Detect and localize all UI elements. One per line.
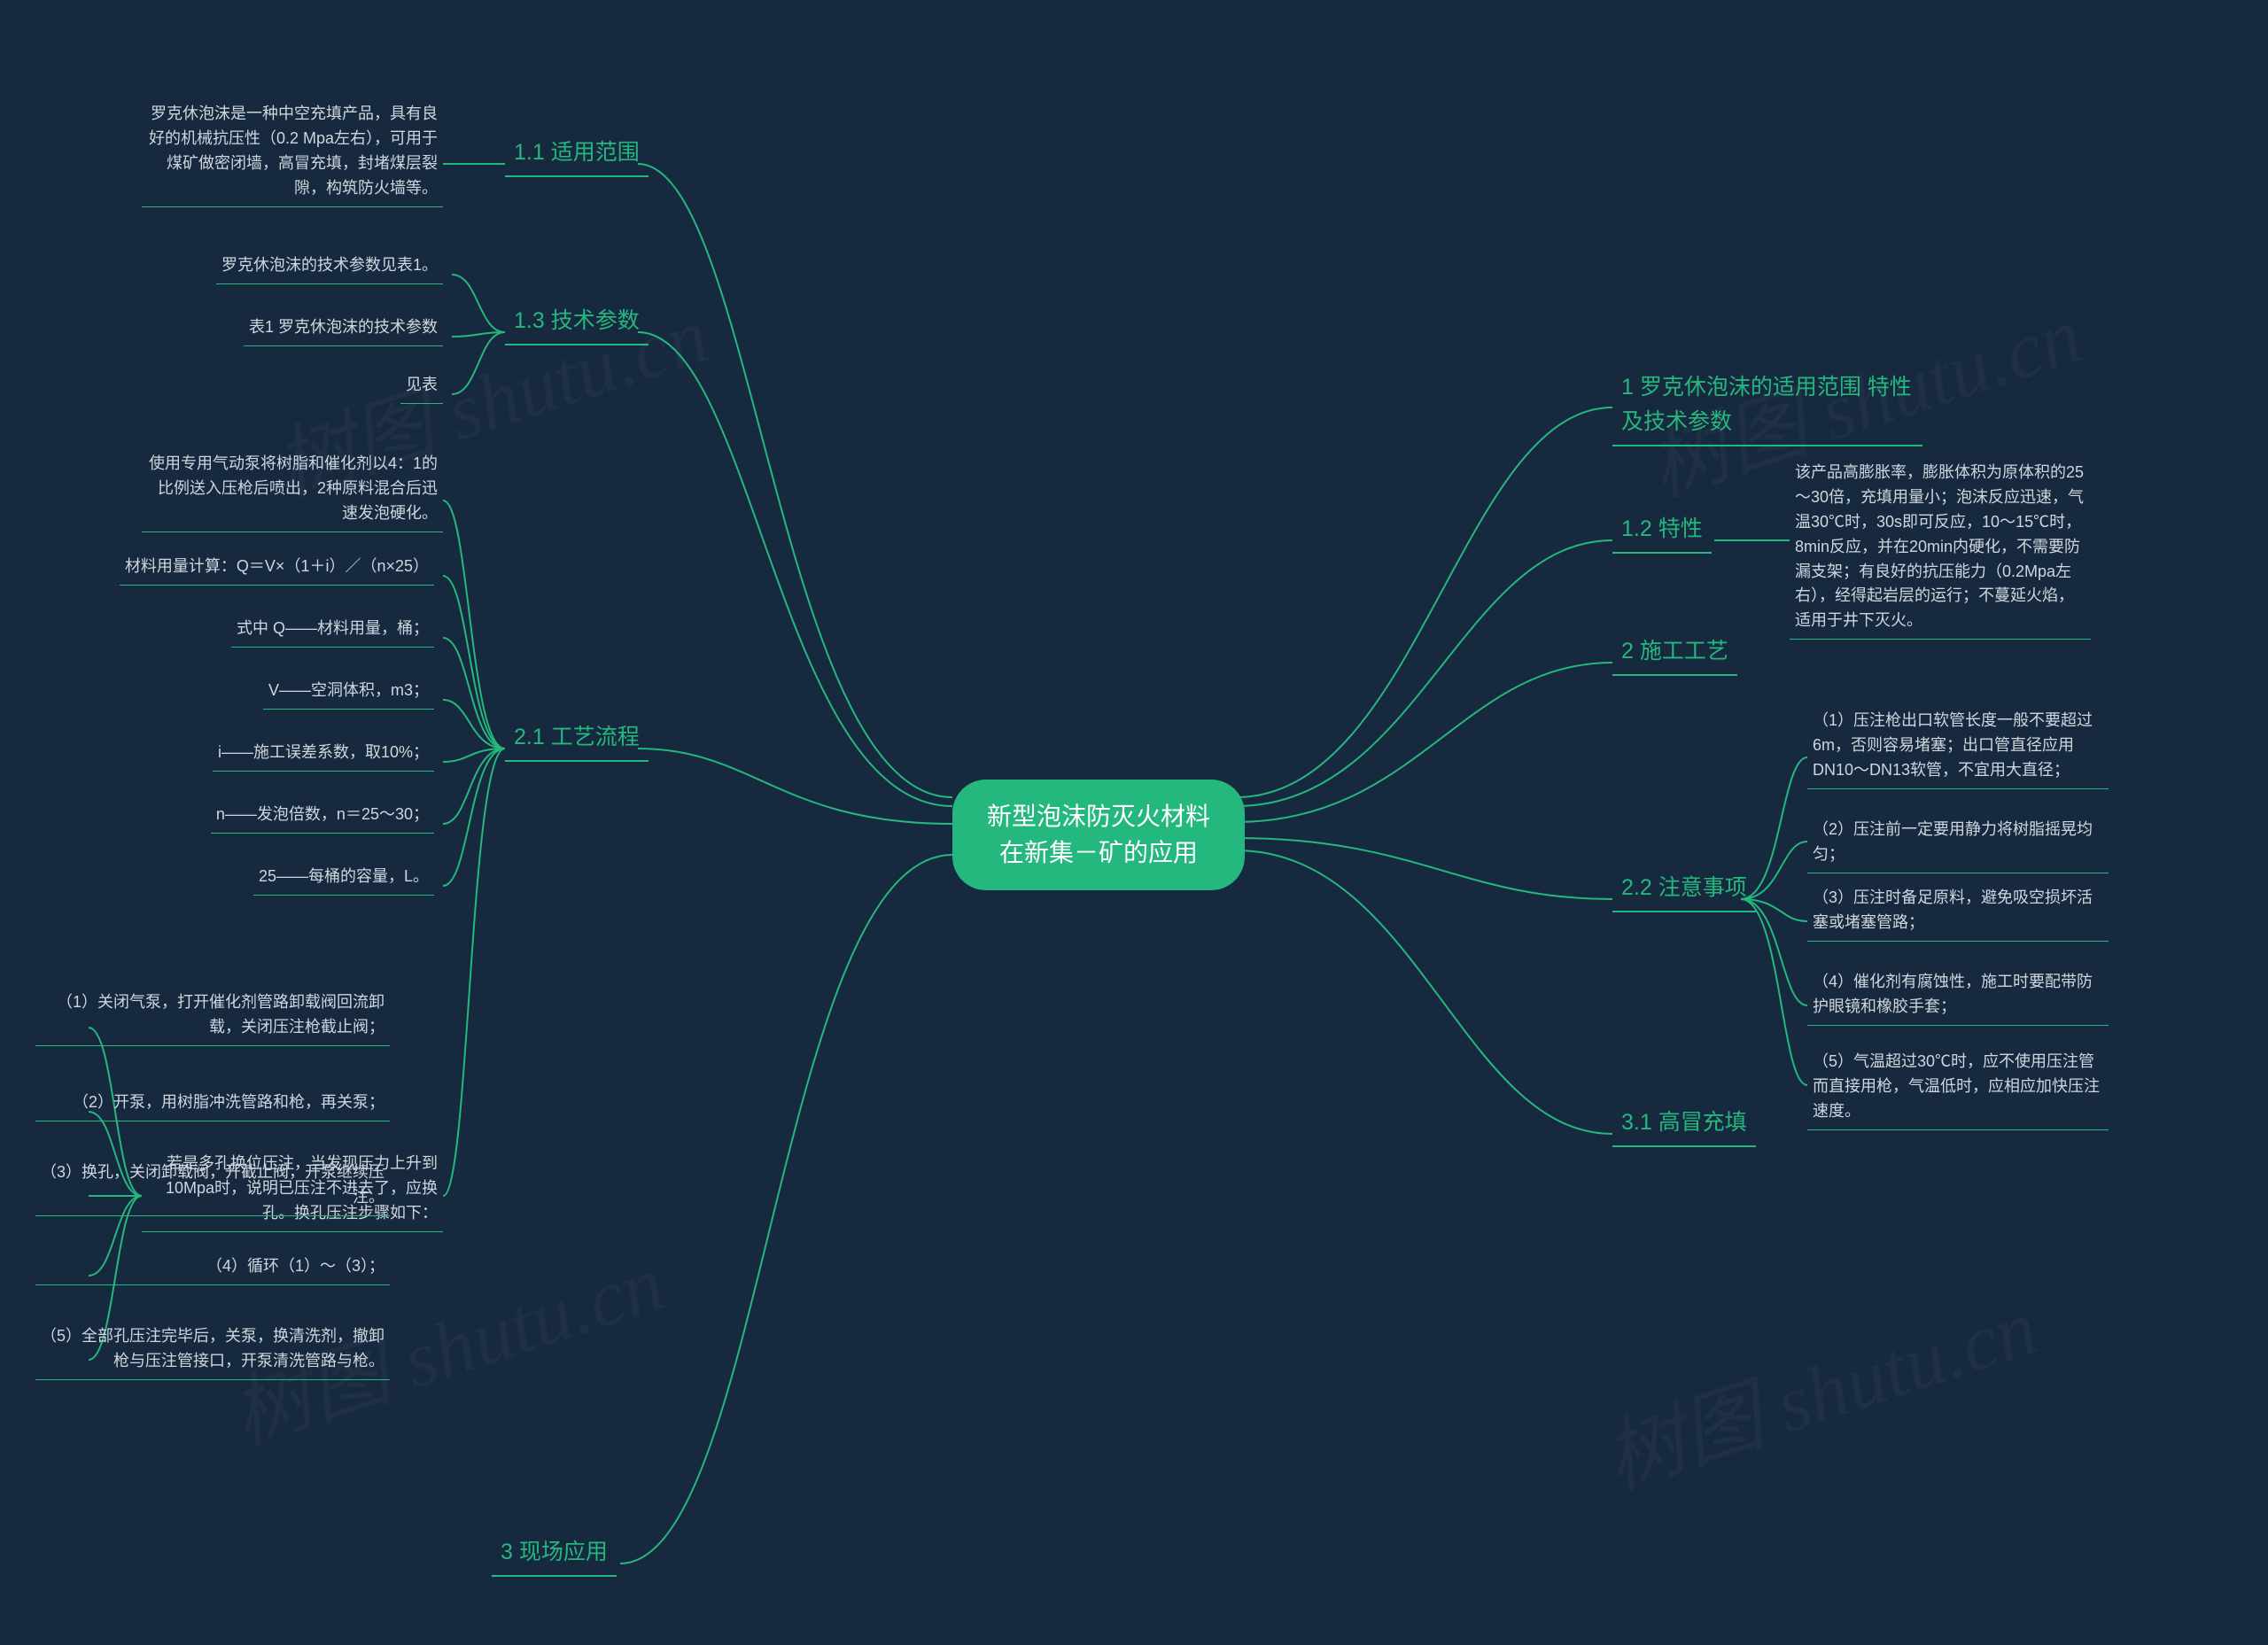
leaf-l11-1[interactable]: 罗克休泡沫是一种中空充填产品，具有良好的机械抗压性（0.2 Mpa左右），可用于… [142,102,443,207]
leaf-r22-2[interactable]: （2）压注前一定要用静力将树脂摇晃均匀； [1807,818,2109,873]
leaf-l21-1[interactable]: 使用专用气动泵将树脂和催化剂以4：1的比例送入压枪后喷出，2种原料混合后迅速发泡… [142,452,443,532]
mindmap-canvas: 树图 shutu.cn 树图 shutu.cn 树图 shutu.cn 树图 s… [0,0,2268,1645]
watermark: 树图 shutu.cn [1588,1262,2048,1510]
leaf-l21-2[interactable]: 材料用量计算：Q＝V×（1＋i）／（n×25） [120,555,434,586]
leaf-l13-1[interactable]: 罗克休泡沫的技术参数见表1。 [216,253,443,284]
leaf-r22-4[interactable]: （4）催化剂有腐蚀性，施工时要配带防护眼镜和橡胶手套； [1807,970,2109,1026]
branch-r1[interactable]: 1 罗克休泡沫的适用范围 特性及技术参数 [1612,370,1922,446]
leaf-r22-5[interactable]: （5）气温超过30℃时，应不使用压注管而直接用枪，气温低时，应相应加快压注速度。 [1807,1050,2109,1130]
leaf-l21-s5[interactable]: （5）全部孔压注完毕后，关泵，换清洗剂，撤卸枪与压注管接口，开泵清洗管路与枪。 [35,1324,390,1380]
branch-l11[interactable]: 1.1 适用范围 [505,136,649,177]
leaf-l21-5[interactable]: i——施工误差系数，取10%； [213,741,434,772]
branch-r31[interactable]: 3.1 高冒充填 [1612,1106,1756,1147]
leaf-l21-s2[interactable]: （2）开泵，用树脂冲洗管路和枪，再关泵； [35,1090,390,1121]
leaf-r12-1[interactable]: 该产品高膨胀率，膨胀体积为原体积的25～30倍，充填用量小；泡沫反应迅速，气温3… [1790,461,2091,640]
leaf-l13-3[interactable]: 见表 [400,373,443,404]
leaf-l21-s4[interactable]: （4）循环（1）～（3）； [35,1254,390,1285]
leaf-l21-6[interactable]: n——发泡倍数，n＝25～30； [211,803,434,834]
leaf-l21-7[interactable]: 25——每桶的容量，L。 [253,865,434,896]
branch-l3[interactable]: 3 现场应用 [492,1535,617,1577]
branch-r22[interactable]: 2.2 注意事项 [1612,871,1756,912]
center-node[interactable]: 新型泡沫防灭火材料在新集－矿的应用 [952,780,1245,890]
branch-r2[interactable]: 2 施工工艺 [1612,634,1737,676]
leaf-l21-s3[interactable]: （3）换孔，关闭卸载阀，开截止阀，开泵继续压注。 [35,1160,390,1216]
leaf-r22-1[interactable]: （1）压注枪出口软管长度一般不要超过6m，否则容易堵塞；出口管直径应用 DN10… [1807,709,2109,789]
branch-r12[interactable]: 1.2 特性 [1612,512,1712,554]
leaf-l21-s1[interactable]: （1）关闭气泵，打开催化剂管路卸载阀回流卸载，关闭压注枪截止阀； [35,990,390,1046]
leaf-l21-3[interactable]: 式中 Q——材料用量，桶； [231,617,434,648]
branch-l13[interactable]: 1.3 技术参数 [505,304,649,345]
leaf-l13-2[interactable]: 表1 罗克休泡沫的技术参数 [244,315,443,346]
leaf-r22-3[interactable]: （3）压注时备足原料，避免吸空损坏活塞或堵塞管路； [1807,886,2109,942]
leaf-l21-4[interactable]: V——空洞体积，m3； [263,679,434,710]
branch-l21[interactable]: 2.1 工艺流程 [505,720,649,762]
